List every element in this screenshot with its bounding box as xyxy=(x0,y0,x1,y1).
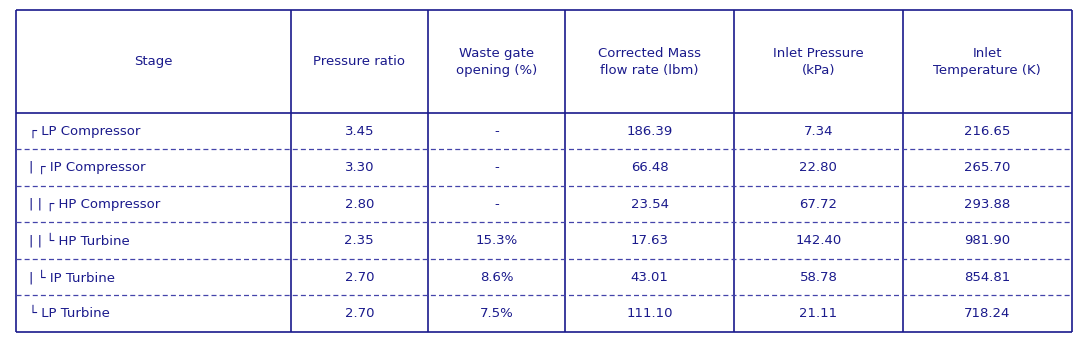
Text: 2.70: 2.70 xyxy=(345,271,374,284)
Text: 142.40: 142.40 xyxy=(795,234,841,247)
Text: Inlet Pressure
(kPa): Inlet Pressure (kPa) xyxy=(772,47,864,77)
Text: 981.90: 981.90 xyxy=(964,234,1011,247)
Text: -: - xyxy=(494,124,499,137)
Text: 7.5%: 7.5% xyxy=(480,307,514,320)
Text: 186.39: 186.39 xyxy=(627,124,672,137)
Text: 3.45: 3.45 xyxy=(345,124,374,137)
Text: 21.11: 21.11 xyxy=(800,307,838,320)
Text: └ LP Turbine: └ LP Turbine xyxy=(29,307,110,320)
Text: 22.80: 22.80 xyxy=(800,161,838,174)
Text: Stage: Stage xyxy=(134,55,173,68)
Text: 216.65: 216.65 xyxy=(964,124,1011,137)
Text: -: - xyxy=(494,198,499,211)
Text: | └ IP Turbine: | └ IP Turbine xyxy=(29,270,115,284)
Text: 67.72: 67.72 xyxy=(800,198,838,211)
Text: | ┌ IP Compressor: | ┌ IP Compressor xyxy=(29,161,146,174)
Text: 17.63: 17.63 xyxy=(631,234,668,247)
Text: Corrected Mass
flow rate (lbm): Corrected Mass flow rate (lbm) xyxy=(598,47,701,77)
Text: Pressure ratio: Pressure ratio xyxy=(313,55,406,68)
Text: 293.88: 293.88 xyxy=(964,198,1011,211)
Text: Inlet
Temperature (K): Inlet Temperature (K) xyxy=(934,47,1041,77)
Text: 8.6%: 8.6% xyxy=(480,271,514,284)
Text: 58.78: 58.78 xyxy=(800,271,838,284)
Text: 7.34: 7.34 xyxy=(804,124,833,137)
Text: | | ┌ HP Compressor: | | ┌ HP Compressor xyxy=(29,197,161,211)
Text: 2.35: 2.35 xyxy=(345,234,374,247)
Text: 718.24: 718.24 xyxy=(964,307,1011,320)
Text: 265.70: 265.70 xyxy=(964,161,1011,174)
Text: 23.54: 23.54 xyxy=(631,198,668,211)
Text: 111.10: 111.10 xyxy=(627,307,672,320)
Text: | | └ HP Turbine: | | └ HP Turbine xyxy=(29,233,131,248)
Text: Waste gate
opening (%): Waste gate opening (%) xyxy=(456,47,537,77)
Text: 15.3%: 15.3% xyxy=(475,234,518,247)
Text: 43.01: 43.01 xyxy=(631,271,668,284)
Text: 66.48: 66.48 xyxy=(631,161,668,174)
Text: 2.80: 2.80 xyxy=(345,198,374,211)
Text: -: - xyxy=(494,161,499,174)
Text: 2.70: 2.70 xyxy=(345,307,374,320)
Text: ┌ LP Compressor: ┌ LP Compressor xyxy=(29,124,140,137)
Text: 3.30: 3.30 xyxy=(345,161,374,174)
Text: 854.81: 854.81 xyxy=(964,271,1011,284)
